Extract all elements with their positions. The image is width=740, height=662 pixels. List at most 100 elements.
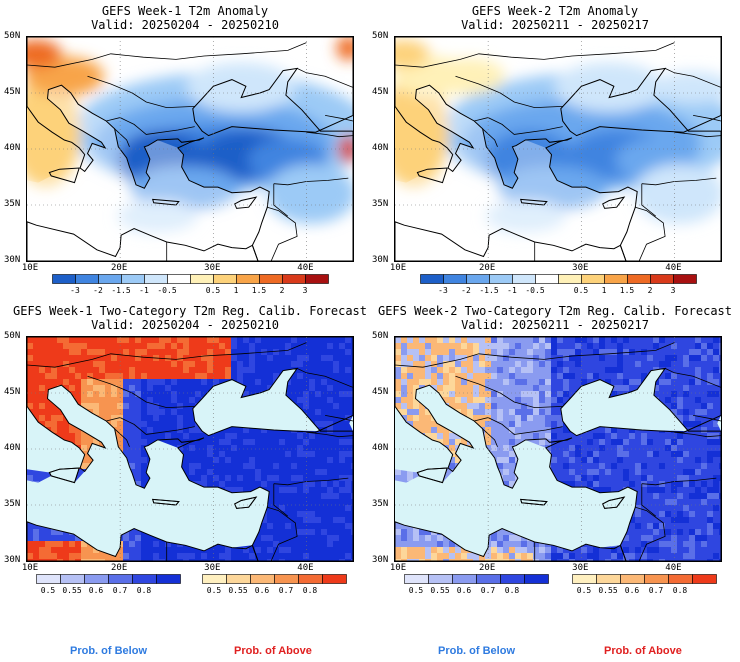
latitude-label: 35N bbox=[372, 499, 389, 509]
longitude-label: 10E bbox=[21, 563, 39, 573]
latitude-label: 45N bbox=[4, 387, 21, 397]
colorbar-tick-label: 1.5 bbox=[619, 286, 635, 295]
colorbar-tick-label: 0.8 bbox=[504, 586, 520, 595]
latitude-label: 35N bbox=[4, 199, 21, 209]
longitude-label: 30E bbox=[572, 563, 589, 573]
panel-title: GEFS Week-2 Two-Category T2m Reg. Calib.… bbox=[377, 304, 732, 318]
colorbar-swatch bbox=[512, 274, 536, 284]
prob-below-label: Prob. of Below bbox=[438, 645, 515, 657]
map-week2-probability bbox=[394, 336, 722, 562]
latitude-label: 50N bbox=[372, 331, 389, 341]
colorbar-swatch bbox=[190, 274, 214, 284]
map-week2-anomaly bbox=[394, 36, 722, 262]
colorbar-tick-label: 0.55 bbox=[228, 586, 248, 595]
colorbar-swatch bbox=[98, 274, 122, 284]
colorbar-tick-label: -0.5 bbox=[525, 286, 545, 295]
longitude-label: 20E bbox=[479, 563, 496, 573]
colorbar-swatch bbox=[305, 274, 329, 284]
colorbar-tick-label: 0.8 bbox=[136, 586, 152, 595]
colorbar-swatch bbox=[535, 274, 559, 284]
panel-title: GEFS Week-1 Two-Category T2m Reg. Calib.… bbox=[12, 304, 367, 318]
longitude-label: 40E bbox=[665, 563, 682, 573]
colorbar-swatch bbox=[36, 574, 61, 584]
colorbar-swatch bbox=[604, 274, 628, 284]
colorbar-tick-label: 0.7 bbox=[112, 586, 128, 595]
colorbar-swatch bbox=[108, 574, 133, 584]
colorbar-tick-label: 0.5 bbox=[205, 286, 221, 295]
colorbar-swatch bbox=[489, 274, 513, 284]
colorbar-tick-label: -1.5 bbox=[479, 286, 499, 295]
colorbar-swatch bbox=[404, 574, 429, 584]
latitude-label: 40N bbox=[372, 443, 389, 453]
prob-above-label: Prob. of Above bbox=[234, 645, 312, 657]
colorbar-tick-label: -1 bbox=[507, 286, 517, 295]
colorbar-swatch bbox=[75, 274, 99, 284]
above-colorbar: 0.5 0.55 0.6 0.7 0.8 bbox=[202, 574, 347, 595]
latitude-label: 50N bbox=[4, 31, 21, 41]
below-colorbar: 0.5 0.55 0.6 0.7 0.8 bbox=[36, 574, 181, 595]
colorbar-swatch bbox=[428, 574, 453, 584]
latitude-label: 30N bbox=[4, 555, 21, 565]
latitude-label: 40N bbox=[4, 443, 21, 453]
colorbar-tick-label: -0.5 bbox=[157, 286, 177, 295]
colorbar-swatch bbox=[627, 274, 651, 284]
colorbar-swatch bbox=[572, 574, 597, 584]
colorbar-tick-label: 0.55 bbox=[430, 586, 450, 595]
longitude-label: 20E bbox=[479, 263, 496, 273]
colorbar-tick-label: -2 bbox=[93, 286, 103, 295]
colorbar-tick-label: 0.6 bbox=[254, 586, 270, 595]
colorbar-swatch bbox=[620, 574, 645, 584]
colorbar-swatch bbox=[250, 574, 275, 584]
colorbar-tick-label: 0.55 bbox=[62, 586, 82, 595]
colorbar-swatch bbox=[581, 274, 605, 284]
colorbar-swatch bbox=[226, 574, 251, 584]
colorbar-tick-label: 0.5 bbox=[576, 586, 592, 595]
colorbar-tick-label: 1.5 bbox=[251, 286, 267, 295]
colorbar-tick-label: 0.6 bbox=[456, 586, 472, 595]
colorbar-tick-label: 1 bbox=[601, 286, 607, 295]
colorbar-tick-label: -3 bbox=[438, 286, 448, 295]
colorbar-tick-label: 2 bbox=[647, 286, 653, 295]
latitude-label: 50N bbox=[4, 331, 21, 341]
longitude-label: 10E bbox=[389, 263, 407, 273]
longitude-label: 30E bbox=[204, 563, 221, 573]
colorbar-tick-label: 0.7 bbox=[278, 586, 294, 595]
longitude-label: 20E bbox=[111, 563, 128, 573]
colorbar-tick-label: 0.5 bbox=[408, 586, 424, 595]
colorbar-tick-label: 0.6 bbox=[88, 586, 104, 595]
colorbar-swatch bbox=[558, 274, 582, 284]
panel-valid-date: Valid: 20250204 - 20250210 bbox=[91, 318, 279, 332]
colorbar-tick-label: 0.5 bbox=[206, 586, 222, 595]
colorbar-swatch bbox=[156, 574, 181, 584]
latitude-label: 45N bbox=[372, 87, 389, 97]
colorbar-tick-label: 3 bbox=[670, 286, 676, 295]
colorbar-swatch bbox=[420, 274, 444, 284]
latitude-label: 45N bbox=[372, 387, 389, 397]
colorbar-swatch bbox=[524, 574, 549, 584]
colorbar-tick-label: -1.5 bbox=[111, 286, 131, 295]
colorbar-tick-label: -3 bbox=[70, 286, 80, 295]
anomaly-colorbar: -3 -2 -1.5 -1 -0.5 0.5 1 1.5 2 3 bbox=[420, 274, 697, 295]
colorbar-swatch bbox=[668, 574, 693, 584]
colorbar-swatch bbox=[644, 574, 669, 584]
latitude-label: 35N bbox=[4, 499, 21, 509]
longitude-label: 40E bbox=[297, 563, 314, 573]
colorbar-swatch bbox=[282, 274, 306, 284]
latitude-label: 30N bbox=[372, 255, 389, 265]
longitude-label: 30E bbox=[204, 263, 221, 273]
colorbar-swatch bbox=[236, 274, 260, 284]
latitude-label: 35N bbox=[372, 199, 389, 209]
colorbar-swatch bbox=[673, 274, 697, 284]
colorbar-swatch bbox=[167, 274, 191, 284]
longitude-label: 10E bbox=[21, 263, 39, 273]
panel-valid-date: Valid: 20250211 - 20250217 bbox=[461, 18, 649, 32]
colorbar-swatch bbox=[452, 574, 477, 584]
colorbar-swatch bbox=[476, 574, 501, 584]
colorbar-swatch bbox=[466, 274, 490, 284]
below-colorbar: 0.5 0.55 0.6 0.7 0.8 bbox=[404, 574, 549, 595]
colorbar-swatch bbox=[443, 274, 467, 284]
colorbar-swatch bbox=[144, 274, 168, 284]
colorbar-tick-label: -2 bbox=[461, 286, 471, 295]
colorbar-tick-label: 1 bbox=[233, 286, 239, 295]
latitude-label: 30N bbox=[4, 255, 21, 265]
